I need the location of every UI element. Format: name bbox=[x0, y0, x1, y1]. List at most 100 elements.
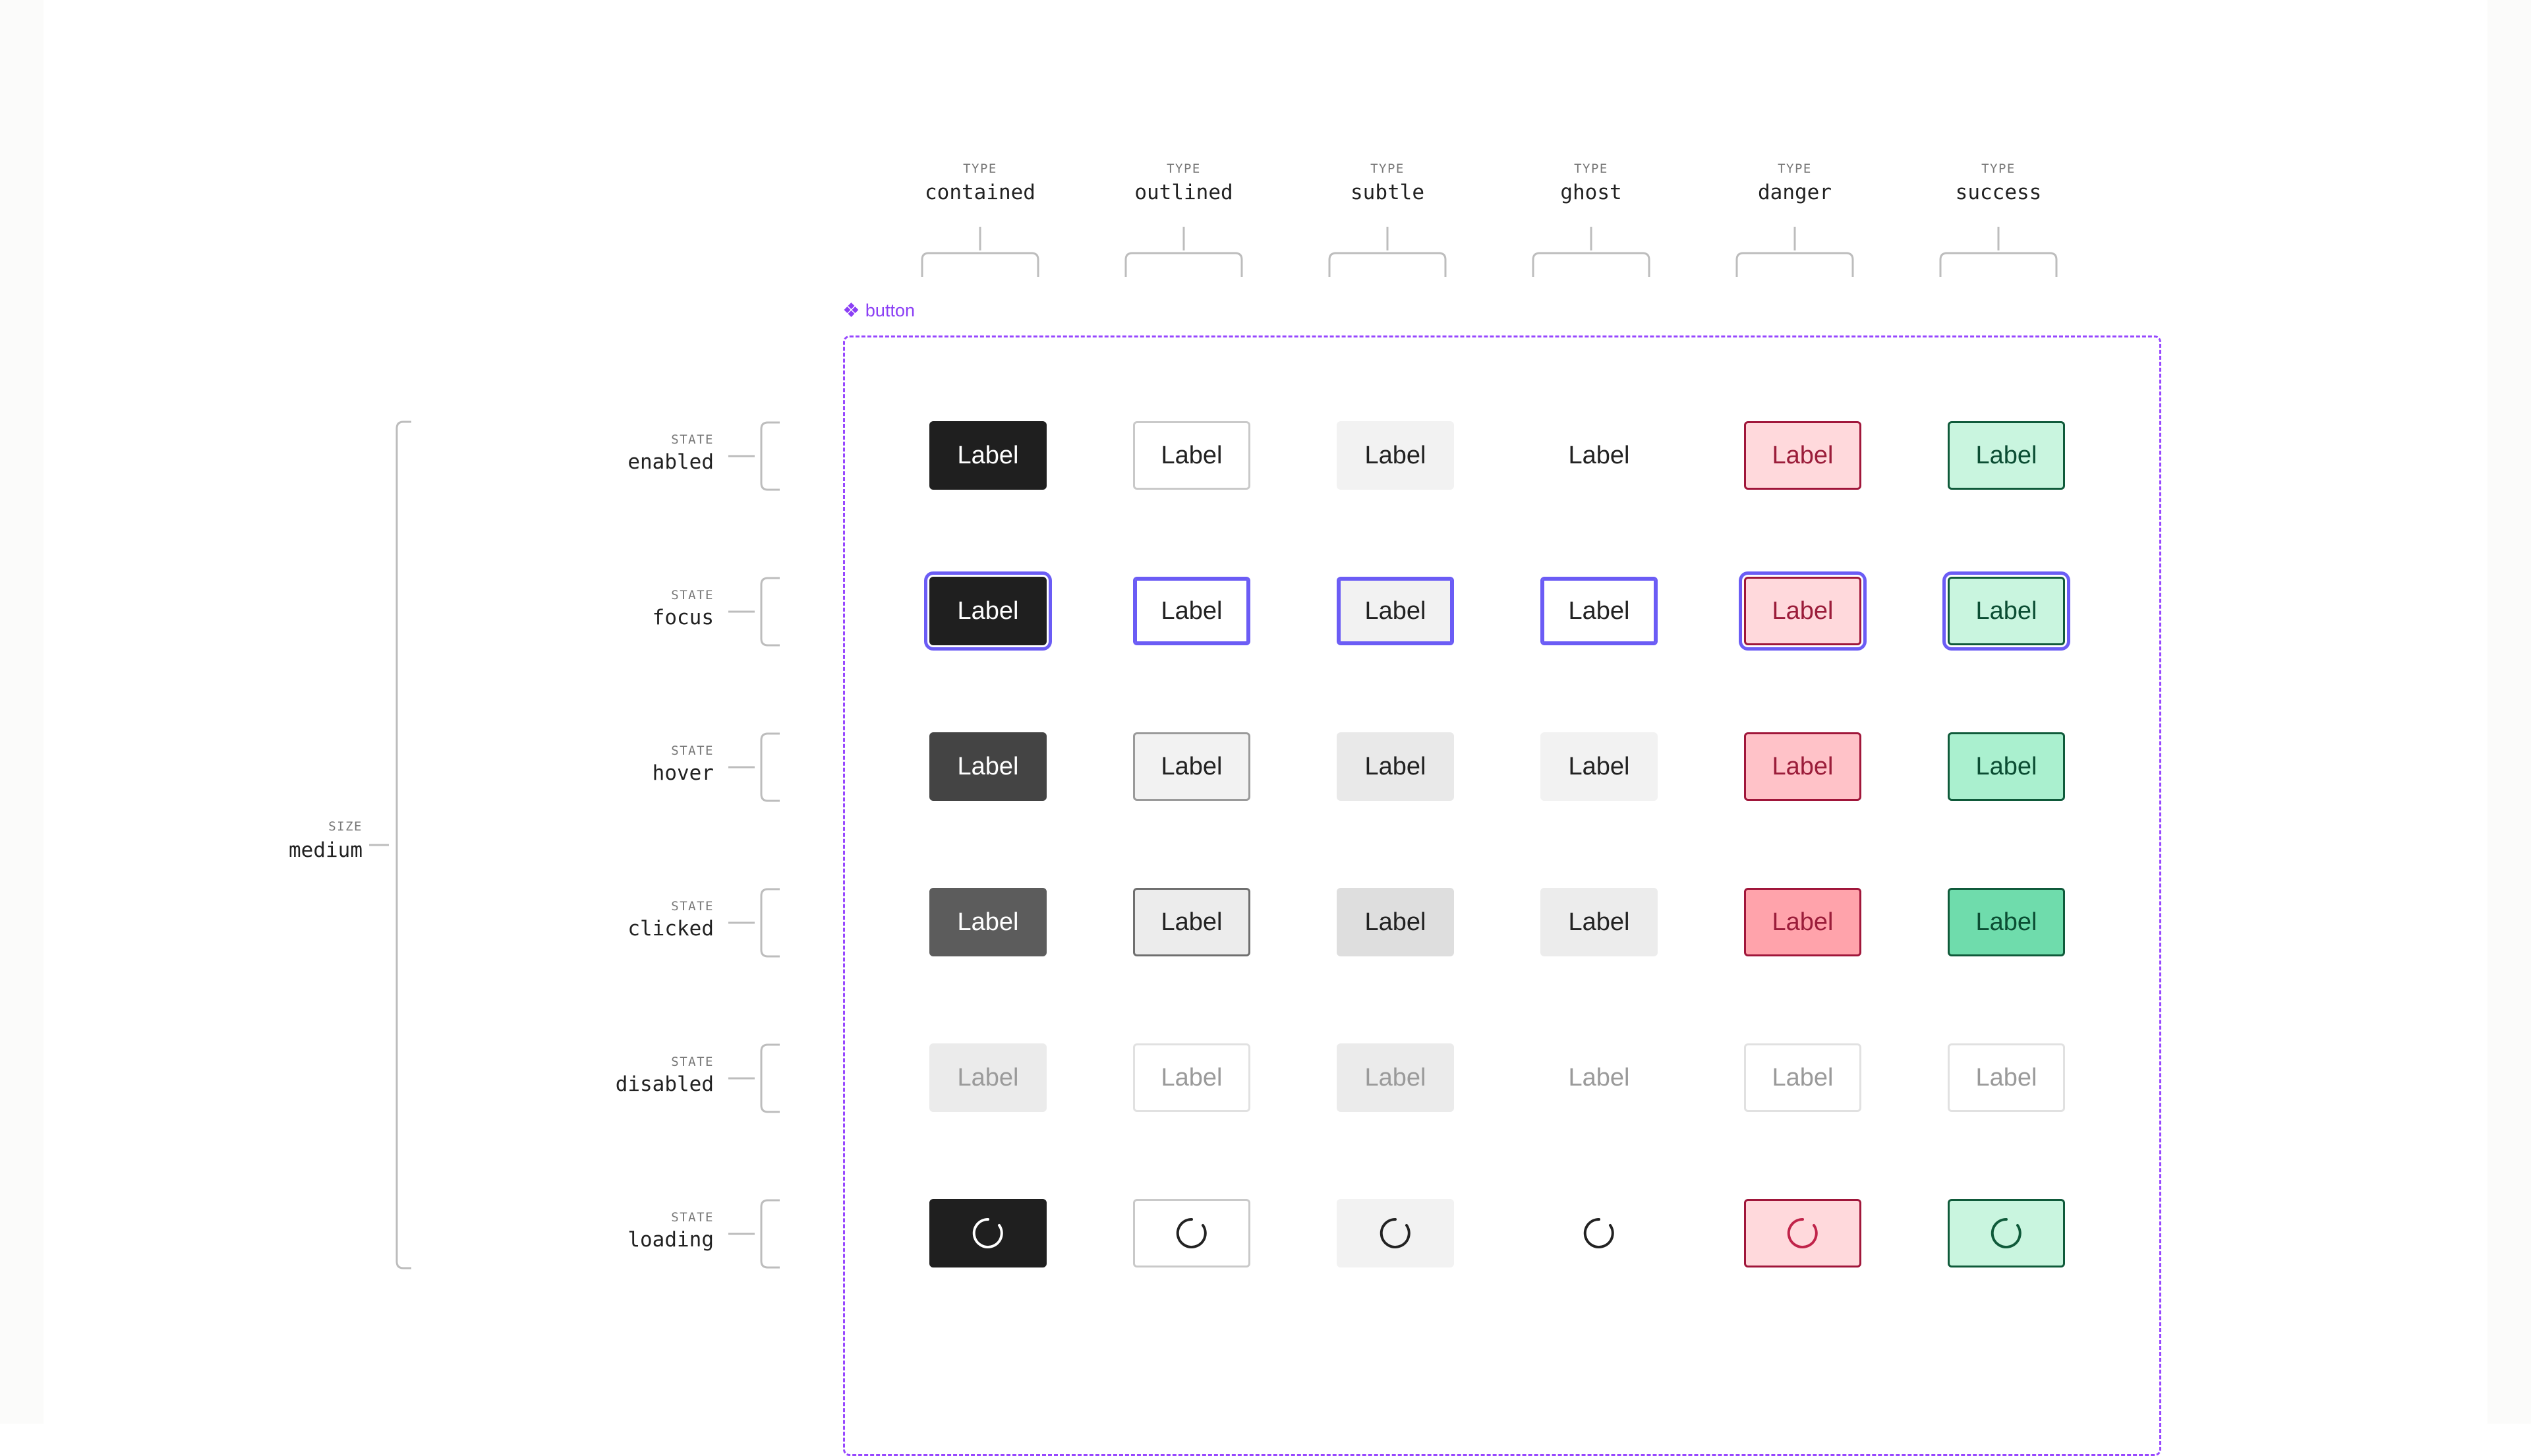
button-success-hover[interactable]: Label bbox=[1948, 732, 2065, 801]
column-caption: TYPE bbox=[1981, 161, 2016, 176]
button-label: Label bbox=[1161, 908, 1223, 936]
row-name: hover bbox=[652, 761, 714, 785]
button-danger-focus[interactable]: Label bbox=[1744, 577, 1861, 645]
button-label: Label bbox=[1772, 1063, 1834, 1092]
column-header-outlined: TYPE outlined bbox=[1098, 161, 1269, 206]
column-brace bbox=[1532, 227, 1650, 277]
row-name: loading bbox=[627, 1228, 714, 1252]
button-danger-disabled: Label bbox=[1744, 1043, 1861, 1112]
spinner-icon bbox=[1787, 1217, 1818, 1248]
button-label: Label bbox=[957, 1063, 1019, 1092]
button-label: Label bbox=[1364, 752, 1426, 780]
button-subtle-hover[interactable]: Label bbox=[1337, 732, 1454, 801]
button-success-focus[interactable]: Label bbox=[1948, 577, 2065, 645]
column-caption: TYPE bbox=[1574, 161, 1608, 176]
button-subtle-disabled: Label bbox=[1337, 1043, 1454, 1112]
button-outlined-focus[interactable]: Label bbox=[1133, 577, 1250, 645]
button-ghost-hover[interactable]: Label bbox=[1540, 732, 1658, 801]
row-label-loading: STATE loading bbox=[542, 1209, 714, 1253]
button-label: Label bbox=[1161, 441, 1223, 469]
column-name: danger bbox=[1758, 181, 1832, 204]
button-subtle-enabled[interactable]: Label bbox=[1337, 421, 1454, 490]
button-label: Label bbox=[1772, 752, 1834, 780]
row-name: disabled bbox=[615, 1072, 714, 1096]
button-contained-clicked[interactable]: Label bbox=[929, 888, 1047, 956]
row-caption: STATE bbox=[671, 743, 714, 758]
button-label: Label bbox=[957, 752, 1019, 780]
row-brace bbox=[728, 888, 781, 958]
component-name: button bbox=[865, 301, 915, 320]
button-label: Label bbox=[1568, 908, 1630, 936]
button-outlined-hover[interactable]: Label bbox=[1133, 732, 1250, 801]
column-brace bbox=[1735, 227, 1854, 277]
button-label: Label bbox=[1568, 597, 1630, 625]
button-label: Label bbox=[1568, 441, 1630, 469]
button-subtle-loading[interactable] bbox=[1337, 1199, 1454, 1267]
button-contained-loading[interactable] bbox=[929, 1199, 1047, 1267]
canvas-margin-right bbox=[2487, 0, 2531, 1424]
button-label: Label bbox=[1161, 752, 1223, 780]
row-label-clicked: STATE clicked bbox=[542, 898, 714, 942]
button-label: Label bbox=[1772, 597, 1834, 625]
button-outlined-clicked[interactable]: Label bbox=[1133, 888, 1250, 956]
row-brace bbox=[728, 732, 781, 802]
button-label: Label bbox=[1364, 908, 1426, 936]
button-subtle-focus[interactable]: Label bbox=[1337, 577, 1454, 645]
button-label: Label bbox=[1975, 908, 2037, 936]
button-outlined-enabled[interactable]: Label bbox=[1133, 421, 1250, 490]
button-danger-enabled[interactable]: Label bbox=[1744, 421, 1861, 490]
button-label: Label bbox=[1364, 1063, 1426, 1092]
column-name: outlined bbox=[1134, 181, 1233, 204]
spinner-icon bbox=[1380, 1217, 1411, 1248]
button-label: Label bbox=[957, 441, 1019, 469]
column-name: contained bbox=[925, 181, 1035, 204]
button-label: Label bbox=[1975, 752, 2037, 780]
size-name: medium bbox=[289, 838, 363, 862]
row-label-disabled: STATE disabled bbox=[542, 1054, 714, 1097]
button-success-loading[interactable] bbox=[1948, 1199, 2065, 1267]
button-label: Label bbox=[1772, 908, 1834, 936]
button-outlined-loading[interactable] bbox=[1133, 1199, 1250, 1267]
row-caption: STATE bbox=[671, 1210, 714, 1225]
spinner-icon bbox=[1176, 1217, 1207, 1248]
column-caption: TYPE bbox=[1167, 161, 1201, 176]
row-label-enabled: STATE enabled bbox=[542, 432, 714, 475]
button-ghost-loading[interactable] bbox=[1540, 1199, 1658, 1267]
button-contained-hover[interactable]: Label bbox=[929, 732, 1047, 801]
column-header-subtle: TYPE subtle bbox=[1302, 161, 1473, 206]
button-ghost-clicked[interactable]: Label bbox=[1540, 888, 1658, 956]
button-label: Label bbox=[957, 908, 1019, 936]
button-ghost-enabled[interactable]: Label bbox=[1540, 421, 1658, 490]
button-label: Label bbox=[1364, 441, 1426, 469]
column-header-success: TYPE success bbox=[1913, 161, 2084, 206]
button-success-clicked[interactable]: Label bbox=[1948, 888, 2065, 956]
column-header-contained: TYPE contained bbox=[894, 161, 1066, 206]
button-danger-hover[interactable]: Label bbox=[1744, 732, 1861, 801]
column-brace bbox=[1124, 227, 1243, 277]
button-contained-focus[interactable]: Label bbox=[929, 577, 1047, 645]
button-label: Label bbox=[1772, 441, 1834, 469]
column-header-danger: TYPE danger bbox=[1709, 161, 1880, 206]
column-name: ghost bbox=[1560, 181, 1622, 204]
column-brace bbox=[1939, 227, 2058, 277]
column-caption: TYPE bbox=[1778, 161, 1812, 176]
row-name: focus bbox=[652, 606, 714, 629]
button-danger-clicked[interactable]: Label bbox=[1744, 888, 1861, 956]
button-label: Label bbox=[1364, 597, 1426, 625]
column-caption: TYPE bbox=[1370, 161, 1405, 176]
button-success-enabled[interactable]: Label bbox=[1948, 421, 2065, 490]
size-label-medium: SIZE medium bbox=[264, 819, 363, 863]
button-contained-enabled[interactable]: Label bbox=[929, 421, 1047, 490]
row-label-hover: STATE hover bbox=[542, 743, 714, 786]
row-brace bbox=[728, 577, 781, 647]
button-danger-loading[interactable] bbox=[1744, 1199, 1861, 1267]
component-tag[interactable]: ❖ button bbox=[842, 301, 915, 321]
button-label: Label bbox=[957, 597, 1019, 625]
button-subtle-clicked[interactable]: Label bbox=[1337, 888, 1454, 956]
component-diamond-icon: ❖ bbox=[842, 299, 860, 322]
row-caption: STATE bbox=[671, 1055, 714, 1069]
button-ghost-focus[interactable]: Label bbox=[1540, 577, 1658, 645]
button-label: Label bbox=[1161, 597, 1223, 625]
row-name: enabled bbox=[627, 450, 714, 474]
column-name: subtle bbox=[1351, 181, 1424, 204]
